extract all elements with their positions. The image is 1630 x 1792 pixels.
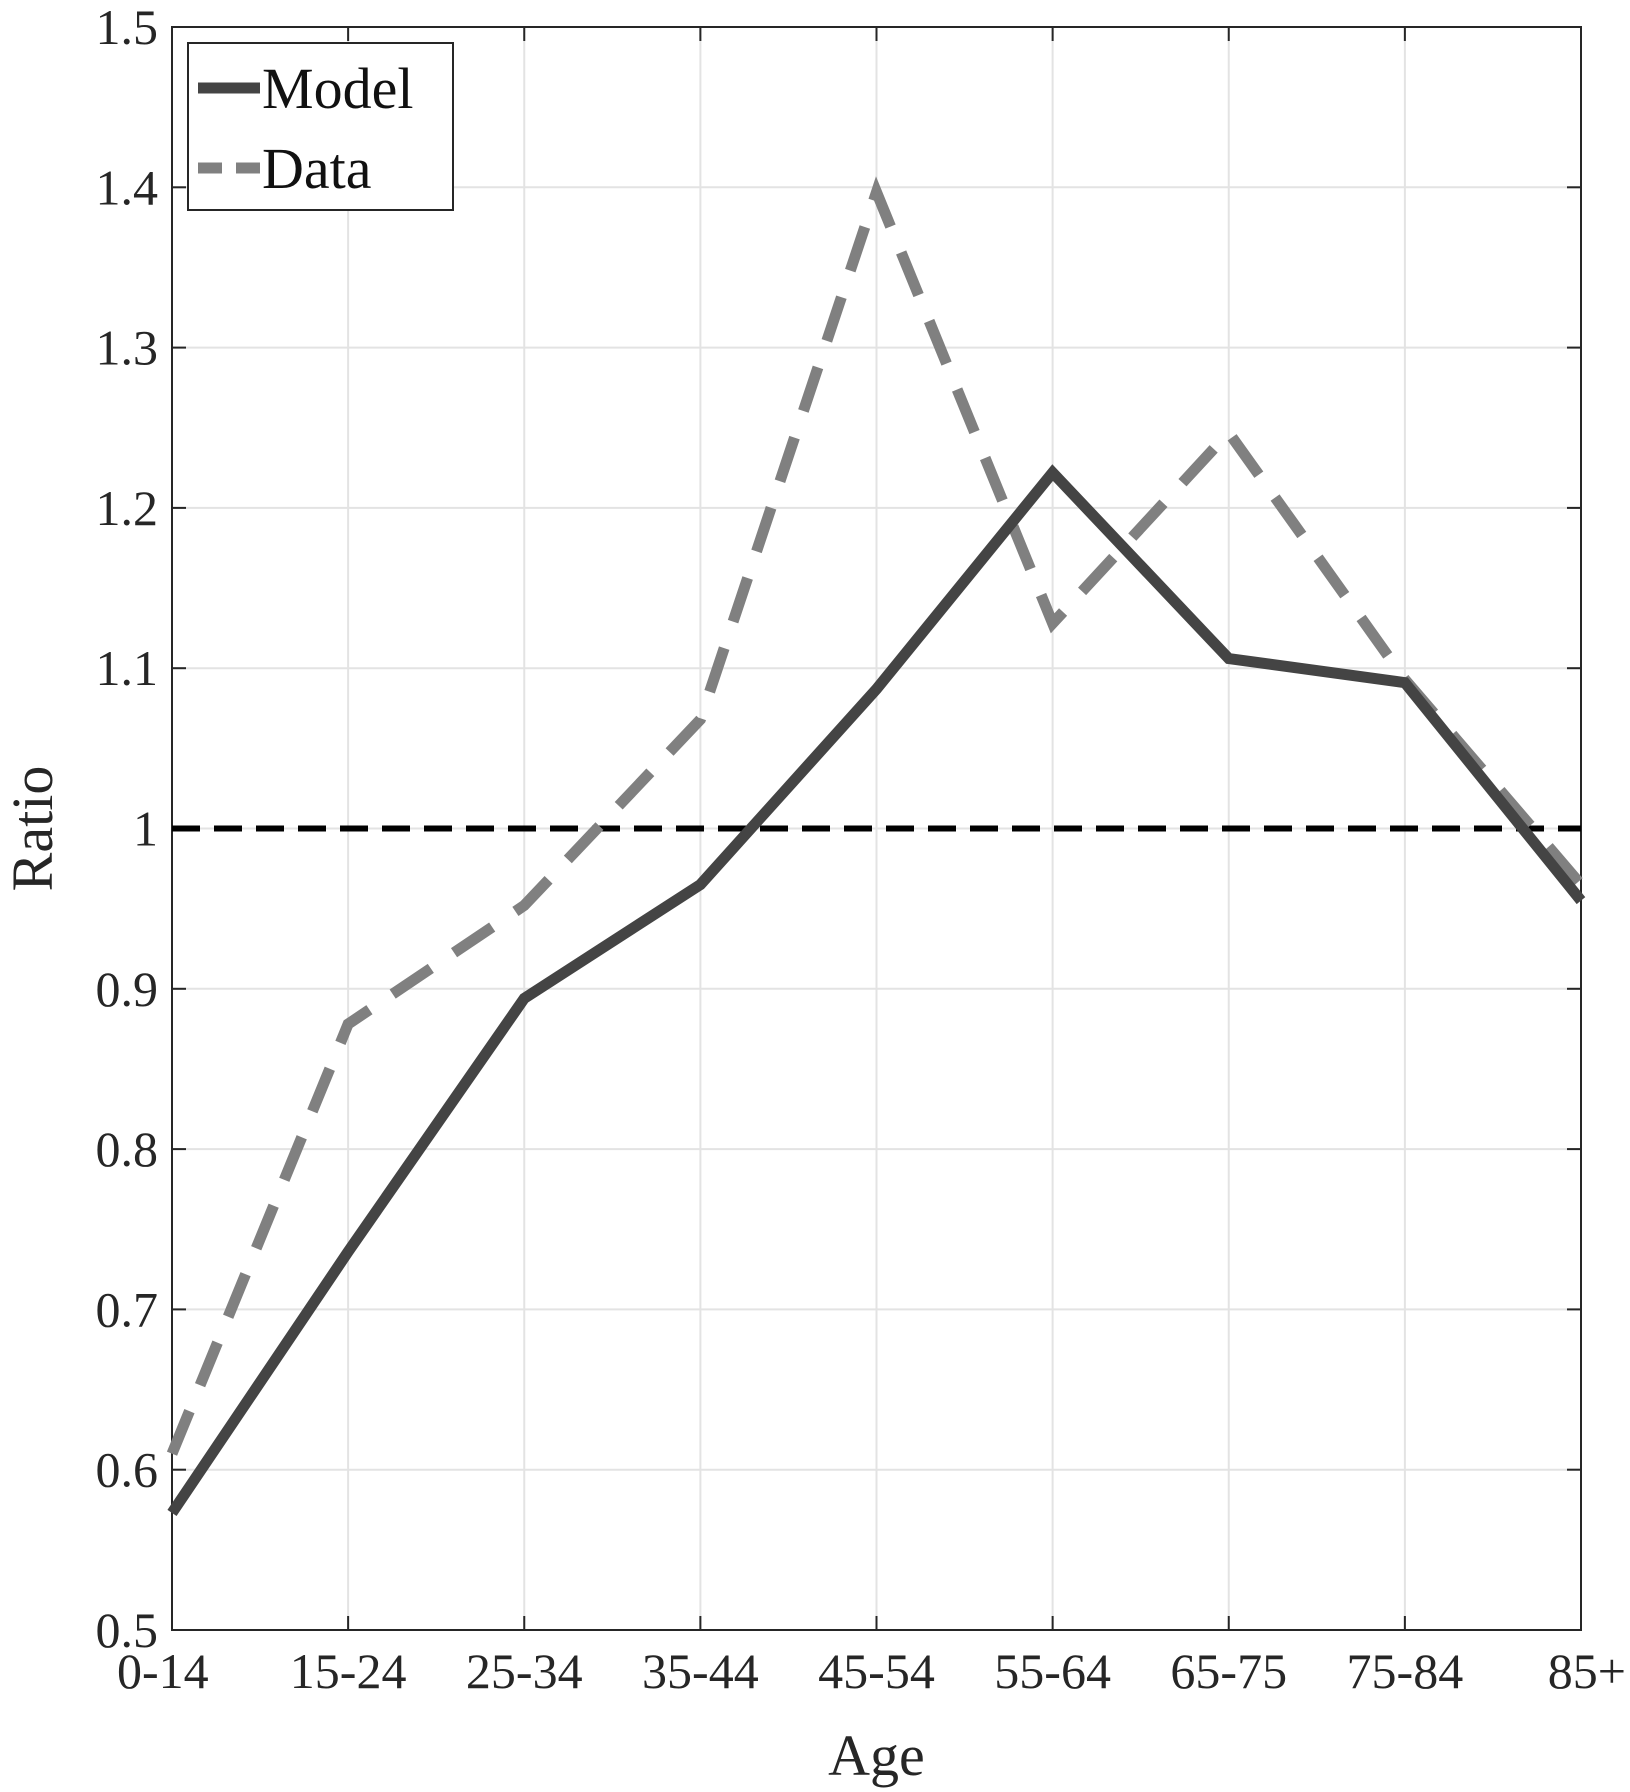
y-tick-label: 1.1 bbox=[96, 640, 159, 696]
legend-label-model: Model bbox=[262, 56, 413, 121]
y-tick-label: 0.8 bbox=[96, 1121, 159, 1177]
y-tick-label: 1.2 bbox=[96, 480, 159, 536]
series-line-model bbox=[167, 464, 1586, 1517]
x-tick-label: 45-54 bbox=[818, 1643, 935, 1699]
y-axis-label: Ratio bbox=[0, 766, 65, 892]
x-tick-label: 55-64 bbox=[994, 1643, 1111, 1699]
y-tick-label: 1 bbox=[133, 801, 158, 857]
legend: Model Data bbox=[187, 42, 454, 211]
y-tick-labels: 0.5 0.6 0.7 0.8 0.9 1 1.1 1.2 1.3 1.4 1.5 bbox=[96, 0, 159, 1658]
y-tick-label: 1.3 bbox=[96, 320, 159, 376]
series-line-data bbox=[166, 176, 1586, 1456]
x-tick-label: 0-14 bbox=[117, 1643, 209, 1699]
y-tick-label: 0.5 bbox=[96, 1602, 159, 1658]
y-tick-label: 1.4 bbox=[96, 159, 159, 215]
legend-label-data: Data bbox=[262, 136, 372, 201]
x-tick-label: 75-84 bbox=[1347, 1643, 1464, 1699]
x-tick-label: 65-75 bbox=[1170, 1643, 1287, 1699]
y-tick-label: 1.5 bbox=[96, 0, 159, 55]
y-tick-label: 0.7 bbox=[96, 1281, 159, 1337]
grid bbox=[171, 26, 1582, 1631]
legend-box bbox=[187, 42, 454, 211]
series-lines bbox=[166, 176, 1586, 1517]
x-tick-labels: 0-14 15-24 25-34 35-44 45-54 55-64 65-75 75-84 8… bbox=[117, 1643, 1626, 1699]
x-tick-label: 15-24 bbox=[290, 1643, 407, 1699]
x-tick-label: 85+ bbox=[1548, 1643, 1626, 1699]
y-tick-label: 0.9 bbox=[96, 961, 159, 1017]
x-tick-label: 35-44 bbox=[642, 1643, 759, 1699]
y-tick-label: 0.6 bbox=[96, 1442, 159, 1498]
x-axis-label: Age bbox=[828, 1723, 925, 1788]
x-tick-label: 25-34 bbox=[466, 1643, 583, 1699]
